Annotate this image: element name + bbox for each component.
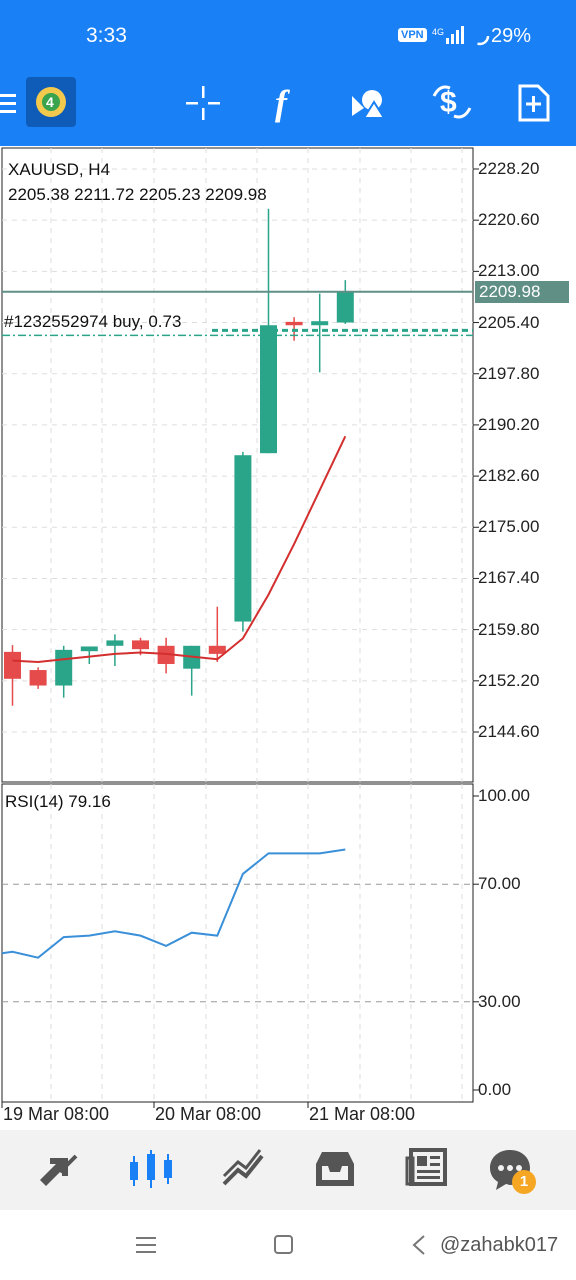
bottom-navigation: 1 xyxy=(0,1130,576,1210)
candle-body xyxy=(55,649,73,686)
battery-level: 29% xyxy=(491,25,532,47)
price-axis-label: 2144.60 xyxy=(478,722,540,741)
moving-average-line xyxy=(12,435,347,663)
vpn-badge: VPN xyxy=(398,28,427,42)
home-icon[interactable] xyxy=(274,1234,296,1261)
trade-icon[interactable]: $ xyxy=(430,82,474,127)
svg-text:4: 4 xyxy=(46,94,54,110)
price-axis-label: 2205.40 xyxy=(478,312,540,332)
price-axis-label: 2182.60 xyxy=(478,466,540,486)
price-axis-label: 2228.20 xyxy=(478,159,540,178)
current-price-tag: 2209.98 xyxy=(475,281,569,303)
network-label: 4G xyxy=(432,27,444,37)
price-axis-label: 2159.80 xyxy=(478,619,540,639)
candle-body xyxy=(157,645,175,664)
ohlc-values: 2205.38 2211.72 2205.23 2209.98 xyxy=(8,185,267,204)
clock: 3:33 xyxy=(86,24,127,47)
candle-body xyxy=(80,646,98,652)
chart-icon[interactable] xyxy=(128,1148,174,1197)
menu-icon[interactable] xyxy=(0,92,16,116)
rsi-axis-label: 100.00 xyxy=(478,786,530,805)
watermark: @zahabk017 xyxy=(440,1234,559,1256)
rsi-label: RSI(14) 79.16 xyxy=(5,792,111,811)
svg-text:$: $ xyxy=(440,86,457,119)
candle-body xyxy=(29,670,47,686)
candle-body xyxy=(285,321,303,326)
system-navigation: @zahabk017 xyxy=(0,1210,576,1280)
date-label-2: 20 Mar 08:00 xyxy=(155,1104,262,1124)
candle-body xyxy=(311,321,329,326)
price-axis-label: 2175.00 xyxy=(478,517,540,537)
candle-body xyxy=(336,291,354,323)
back-icon[interactable] xyxy=(410,1234,428,1261)
rsi-axis-label: 30.00 xyxy=(478,991,521,1011)
trade-tab-icon[interactable] xyxy=(222,1148,266,1193)
rsi-line xyxy=(1,848,346,959)
new-order-icon[interactable] xyxy=(518,84,550,127)
price-axis-label: 2190.20 xyxy=(478,414,540,434)
news-icon[interactable] xyxy=(405,1148,447,1193)
candle-body xyxy=(106,640,124,646)
position-label[interactable]: #1232552974 buy, 0.73 xyxy=(4,312,182,331)
candle-body xyxy=(4,651,21,679)
rsi-panel-frame xyxy=(1,783,474,1103)
crosshair-icon[interactable] xyxy=(186,86,220,125)
status-bar: 3:33 VPN 4G 29% xyxy=(0,0,576,70)
candle-body xyxy=(234,455,252,622)
history-icon[interactable] xyxy=(314,1150,356,1193)
price-axis-label: 2213.00 xyxy=(478,261,540,281)
rsi-axis-label: 70.00 xyxy=(478,874,521,894)
price-axis-label: 2152.20 xyxy=(478,670,540,690)
indicators-icon[interactable]: f xyxy=(275,83,287,123)
symbol-label: XAUUSD, H4 xyxy=(8,160,111,179)
battery-icon xyxy=(470,26,490,51)
candle-body xyxy=(208,645,226,654)
price-axis-label: 2167.40 xyxy=(478,568,540,588)
rsi-axis-label: 0.00 xyxy=(478,1080,512,1099)
network-icon: 4G xyxy=(432,26,464,51)
quotes-icon[interactable] xyxy=(36,1150,80,1195)
date-label-1: 19 Mar 08:00 xyxy=(3,1104,110,1124)
recents-icon[interactable] xyxy=(136,1234,158,1261)
date-label-3: 21 Mar 08:00 xyxy=(309,1104,416,1124)
price-axis-label: 2220.60 xyxy=(478,210,540,230)
app-logo[interactable]: 4 xyxy=(26,77,76,127)
price-axis-label: 2197.80 xyxy=(478,363,540,383)
top-toolbar: 4 f $ xyxy=(0,70,576,146)
price-chart[interactable] xyxy=(0,146,576,1130)
objects-icon[interactable] xyxy=(350,86,386,125)
chat-badge: 1 xyxy=(512,1170,536,1194)
candle-body xyxy=(132,640,149,650)
candle-body xyxy=(260,325,277,454)
